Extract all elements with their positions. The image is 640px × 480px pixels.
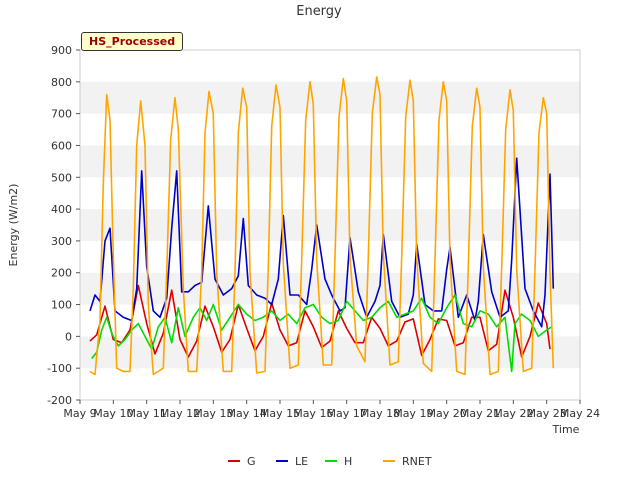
grid-band xyxy=(80,272,580,305)
y-tick-label: 400 xyxy=(51,203,72,216)
legend-label-le: LE xyxy=(295,455,308,468)
x-axis-label: Time xyxy=(552,423,580,436)
x-tick-label: May 19 xyxy=(393,407,433,420)
plot-area xyxy=(79,49,581,401)
x-tick-label: May 20 xyxy=(427,407,467,420)
y-tick-label: 200 xyxy=(51,267,72,280)
legend-label-g: G xyxy=(247,455,256,468)
site-tag: HS_Processed xyxy=(81,32,184,51)
series-line-h xyxy=(91,294,553,373)
y-tick-label: -100 xyxy=(47,362,72,375)
x-tick-label: May 16 xyxy=(293,407,333,420)
x-tick-label: May 17 xyxy=(327,407,367,420)
y-tick-label: 300 xyxy=(51,235,72,248)
series-lines xyxy=(89,76,555,376)
x-tick-label: May 10 xyxy=(93,407,133,420)
x-tick-label: May 22 xyxy=(493,407,533,420)
y-tick-label: 500 xyxy=(51,171,72,184)
legend-label-h: H xyxy=(344,455,352,468)
grid-band xyxy=(80,81,580,114)
series-line-rnet xyxy=(89,76,555,376)
legend-label-rnet: RNET xyxy=(402,455,432,468)
legend: G LE H RNET xyxy=(228,455,432,468)
y-tick-label: 100 xyxy=(51,299,72,312)
y-tick-label: 0 xyxy=(65,330,72,343)
y-tick-label: 900 xyxy=(51,44,72,57)
y-axis-ticks: -200 -100 0 100 200 300 400 500 600 700 800 900 xyxy=(47,44,80,407)
x-tick-label: May 11 xyxy=(127,407,167,420)
grid-band xyxy=(80,145,580,178)
x-tick-label: May 24 xyxy=(560,407,600,420)
x-tick-label: May 14 xyxy=(227,407,267,420)
y-axis-label: Energy (W/m2) xyxy=(7,184,20,267)
x-tick-label: May 23 xyxy=(527,407,567,420)
grid-bands xyxy=(80,81,580,369)
x-tick-label: May 15 xyxy=(260,407,300,420)
y-tick-label: 700 xyxy=(51,108,72,121)
x-tick-label: May 21 xyxy=(460,407,500,420)
grid-band xyxy=(80,209,580,241)
y-tick-label: 600 xyxy=(51,139,72,152)
x-tick-label: May 9 xyxy=(63,407,96,420)
x-tick-label: May 12 xyxy=(160,407,200,420)
chart-title: Energy xyxy=(296,4,342,19)
y-tick-label: -200 xyxy=(47,394,72,407)
x-tick-label: May 18 xyxy=(360,407,400,420)
x-tick-label: May 13 xyxy=(193,407,233,420)
y-tick-label: 800 xyxy=(51,76,72,89)
